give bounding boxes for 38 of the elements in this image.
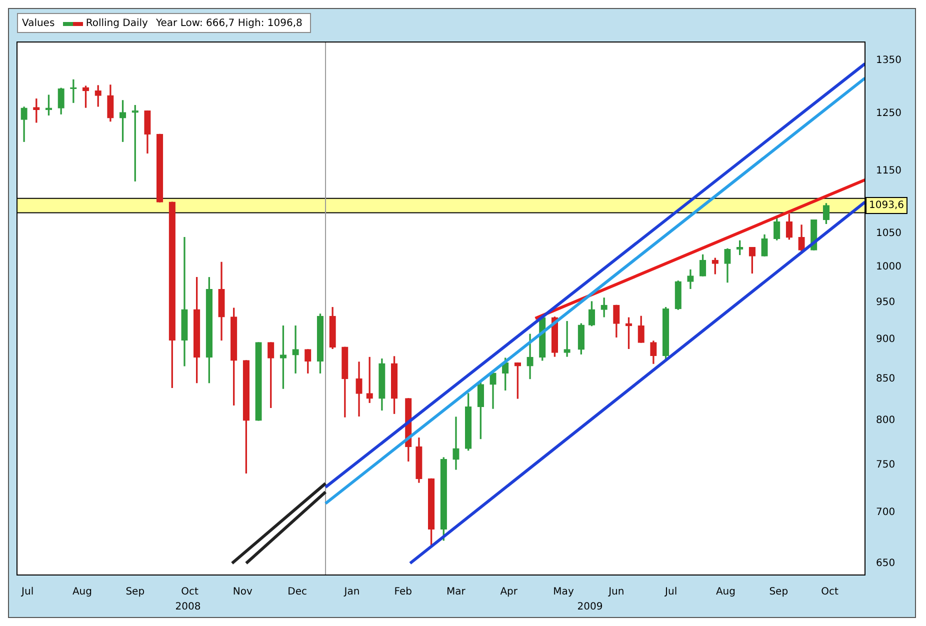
y-tick-label: 1250 — [876, 108, 902, 120]
x-tick-label: Jan — [343, 586, 360, 598]
y-tick-label: 950 — [876, 296, 896, 308]
y-tick-label: 1050 — [876, 228, 902, 240]
y-tick-label: 1150 — [876, 165, 902, 176]
x2-tick-label: 2009 — [577, 602, 603, 613]
y-tick-label: 900 — [876, 334, 896, 346]
candlestick — [292, 326, 299, 374]
x-tick-label: Feb — [394, 586, 412, 598]
candlestick — [564, 321, 570, 357]
x-tick-label: Jun — [608, 586, 624, 598]
y-tick-label: 1000 — [876, 262, 902, 273]
x-tick-label: Aug — [716, 586, 736, 598]
x-tick-label: Oct — [821, 586, 838, 598]
legend-label: Rolling Daily — [84, 18, 148, 28]
x-tick-label: Jul — [20, 586, 34, 598]
x2-tick-label: 2008 — [175, 602, 201, 613]
x-tick-label: Sep — [769, 586, 788, 598]
x-tick-label: May — [553, 586, 574, 598]
chart-subtitle: Year Low: 666,7 High: 1096,8 — [156, 18, 302, 28]
x-tick-label: Dec — [288, 586, 307, 598]
y-tick-label: 650 — [876, 558, 896, 569]
legend-title: Values — [22, 18, 55, 28]
y-tick-label: 800 — [876, 415, 896, 426]
y-tick-label: 850 — [876, 373, 896, 384]
y-tick-label: 700 — [876, 506, 896, 518]
x-tick-label: Sep — [126, 586, 145, 598]
x-tick-label: Apr — [500, 586, 518, 598]
y-tick-label: 750 — [876, 459, 896, 470]
x-tick-label: Oct — [181, 586, 198, 598]
x-tick-label: Jul — [664, 586, 678, 598]
candlestick — [452, 416, 460, 470]
y-tick-label: 1350 — [876, 55, 902, 66]
candlestick — [181, 237, 188, 366]
x-tick-label: Nov — [232, 586, 252, 598]
x-tick-label: Aug — [72, 586, 92, 598]
band-label: 1093,6 — [869, 200, 904, 212]
x-tick-label: Mar — [446, 586, 466, 598]
